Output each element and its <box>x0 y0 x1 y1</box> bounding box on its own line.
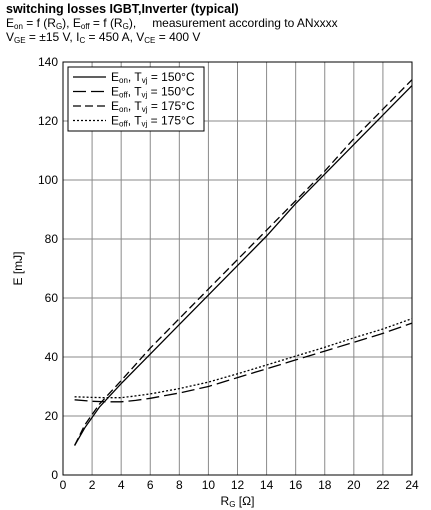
x-axis-label-unit: [Ω] <box>235 494 254 508</box>
y-tick-label: 60 <box>45 291 59 305</box>
legend-label-2: Eoff, Tvj = 150°C <box>111 85 195 100</box>
legend-label-mid: , T <box>128 70 142 84</box>
x-tick-label: 12 <box>231 478 245 492</box>
y-tick-label: 80 <box>45 232 59 246</box>
y-tick-label: 20 <box>45 409 59 423</box>
eoff-eq-end: ), <box>128 16 137 30</box>
x-tick-labels: 0 2 4 6 8 10 12 14 16 18 20 22 24 <box>60 478 419 492</box>
eoff-eq-rest: = f (R <box>89 16 123 30</box>
legend-label-main: E <box>111 99 119 113</box>
legend-label-sub: off <box>119 120 129 129</box>
axis-labels: RG [Ω] E [mJ] <box>11 251 254 509</box>
legend-label-mid: , T <box>128 85 142 99</box>
y-axis-label: E [mJ] <box>11 251 25 285</box>
legend-label-main: E <box>111 114 119 128</box>
legend-label-mid: , T <box>128 99 142 113</box>
x-tick-label: 22 <box>376 478 390 492</box>
x-tick-label: 18 <box>318 478 332 492</box>
chart-subtitle-functions: Eon = f (RG), Eoff = f (RG), measurement … <box>6 16 338 31</box>
legend-label-sub2: vj <box>142 120 148 129</box>
series-line-2 <box>74 322 413 403</box>
cond-vge-val: = ±15 V, I <box>25 30 80 44</box>
x-axis-label: RG [Ω] <box>221 494 255 509</box>
x-tick-label: 16 <box>289 478 303 492</box>
eon-symbol-sub: on <box>14 22 23 31</box>
x-tick-label: 14 <box>260 478 274 492</box>
legend-label-sub: on <box>119 105 128 114</box>
measurement-note: measurement according to ANxxxx <box>152 16 338 30</box>
x-tick-label: 8 <box>176 478 183 492</box>
x-tick-label: 10 <box>202 478 216 492</box>
series-line-4 <box>74 317 413 399</box>
legend-label-end: = 150°C <box>147 70 194 84</box>
x-tick-label: 4 <box>118 478 125 492</box>
eon-eq-rest: = f (R <box>22 16 56 30</box>
y-tick-label: 140 <box>38 55 58 69</box>
x-axis-label-sub: G <box>229 500 235 509</box>
cond-vge-sub: GE <box>14 36 26 45</box>
legend-label-sub: off <box>119 91 129 100</box>
plot-frame <box>62 61 413 476</box>
legend-label-end: = 150°C <box>147 85 194 99</box>
legend-label-end: = 175°C <box>147 114 194 128</box>
eon-eq-rg-sub: G <box>55 22 63 31</box>
y-tick-label: 100 <box>38 173 58 187</box>
legend-label-sub2: vj <box>142 91 148 100</box>
series-line-3 <box>74 79 413 446</box>
legend-label-3: Eon, Tvj = 175°C <box>111 99 195 114</box>
chart-title: switching losses IGBT,Inverter (typical) <box>6 2 239 16</box>
legend-label-1: Eon, Tvj = 150°C <box>111 70 195 85</box>
legend-label-sub2: vj <box>142 76 148 85</box>
series-lines <box>74 79 413 446</box>
x-axis-label-main: R <box>221 494 230 508</box>
x-tick-label: 20 <box>347 478 361 492</box>
cond-vge: V <box>6 30 15 44</box>
x-tick-label: 0 <box>60 478 67 492</box>
legend-label-sub2: vj <box>142 105 148 114</box>
series-line-1 <box>74 85 413 446</box>
cond-vce-val: = 400 V <box>155 30 201 44</box>
y-tick-label: 0 <box>51 468 58 482</box>
legend-label-mid: , T <box>128 114 142 128</box>
x-tick-label: 6 <box>147 478 154 492</box>
legend-label-end: = 175°C <box>147 99 194 113</box>
eon-eq-end: ), E <box>62 16 81 30</box>
x-tick-label: 2 <box>89 478 96 492</box>
cond-vce-sub: CE <box>144 36 156 45</box>
y-tick-label: 40 <box>45 350 59 364</box>
eoff-eq-rg-sub: G <box>122 22 129 31</box>
chart-subtitle-conditions: VGE = ±15 V, IC = 450 A, VCE = 400 V <box>6 30 201 45</box>
cond-ic-val: = 450 A, V <box>85 30 145 44</box>
x-tick-label: 24 <box>405 478 419 492</box>
eoff-symbol-sub: off <box>80 22 90 31</box>
legend-label-main: E <box>111 70 119 84</box>
cond-ic-sub: C <box>79 36 86 45</box>
legend-label-sub: on <box>119 76 128 85</box>
legend-label-4: Eoff, Tvj = 175°C <box>111 114 195 129</box>
legend-label-main: E <box>111 85 119 99</box>
y-tick-labels: 0 20 40 60 80 100 120 140 <box>38 55 58 482</box>
y-tick-label: 120 <box>38 114 58 128</box>
eon-symbol: E <box>6 16 15 30</box>
